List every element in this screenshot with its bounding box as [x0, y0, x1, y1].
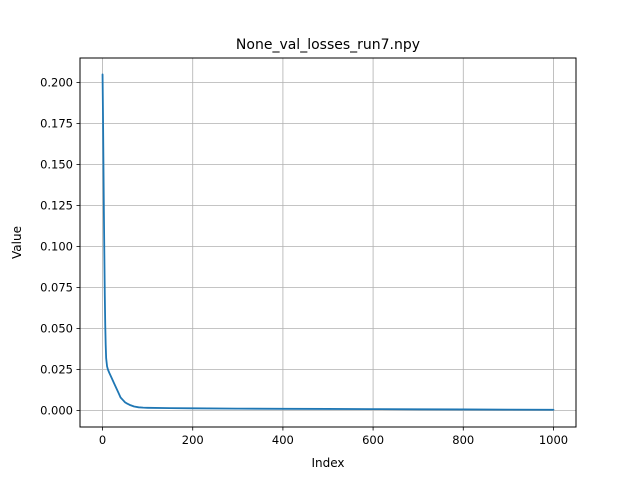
series-line — [101, 73, 555, 411]
x-tick-label: 400 — [272, 433, 294, 447]
x-tick-label: 800 — [452, 433, 474, 447]
x-tick-label: 1000 — [539, 433, 568, 447]
y-tick-label: 0.175 — [40, 117, 73, 131]
x-tick-label: 0 — [99, 433, 106, 447]
y-tick-label: 0.125 — [40, 199, 73, 213]
y-tick-label: 0.025 — [40, 363, 73, 377]
y-axis-label: Value — [10, 226, 24, 259]
y-tick-label: 0.100 — [40, 240, 73, 254]
chart-title: None_val_losses_run7.npy — [236, 37, 420, 53]
ticks: 0 200 400 600 800 1000 0.000 0.025 0.050 0.075 0.1… — [40, 76, 568, 447]
grid — [80, 58, 576, 427]
y-tick-label: 0.000 — [40, 404, 73, 418]
series-layer — [101, 73, 555, 411]
x-tick-label: 200 — [182, 433, 204, 447]
plot-frame — [79, 57, 577, 428]
x-tick-label: 600 — [362, 433, 384, 447]
y-tick-label: 0.150 — [40, 158, 73, 172]
y-tick-label: 0.075 — [40, 281, 73, 295]
y-tick-label: 0.200 — [40, 76, 73, 90]
y-tick-label: 0.050 — [40, 322, 73, 336]
x-axis-label: Index — [311, 456, 344, 470]
